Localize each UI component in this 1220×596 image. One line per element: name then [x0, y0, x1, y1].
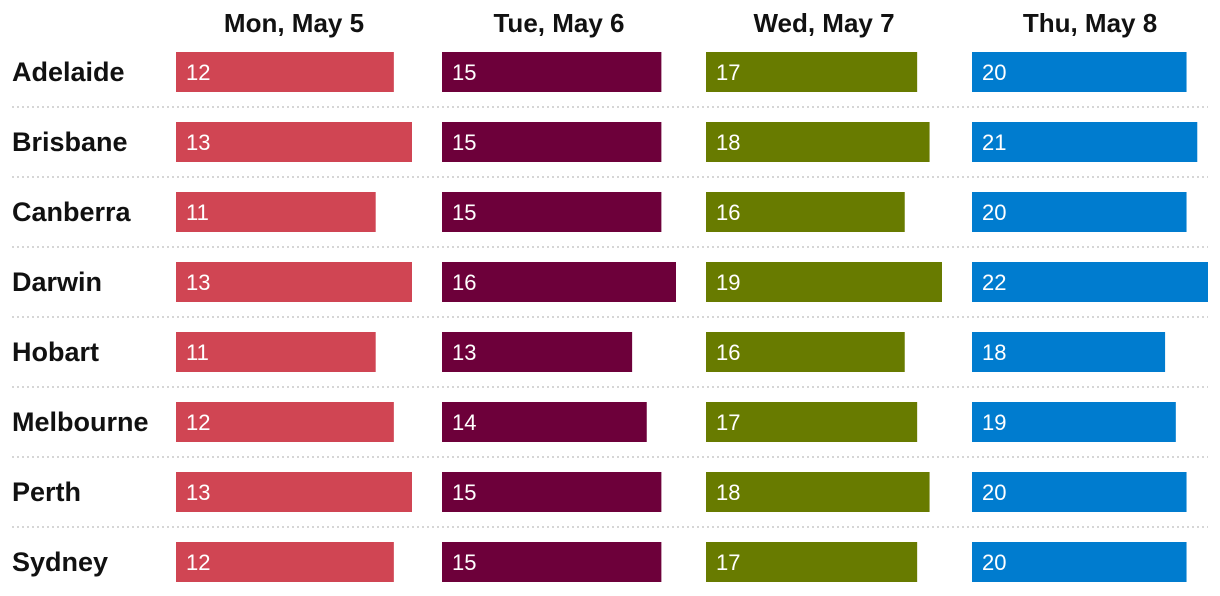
row-dividers: [12, 106, 1208, 528]
value-label-perth-day4: 20: [982, 480, 1006, 505]
bar-perth-day4: [972, 472, 1187, 512]
bar-adelaide-day2: [442, 52, 662, 92]
value-label-melbourne-day4: 19: [982, 410, 1006, 435]
column-header-4: Thu, May 8: [1023, 8, 1157, 38]
bar-melbourne-day4: [972, 402, 1176, 442]
bar-melbourne-day2: [442, 402, 647, 442]
city-label-darwin: Darwin: [12, 267, 102, 297]
value-label-darwin-day3: 19: [716, 270, 740, 295]
value-label-perth-day3: 18: [716, 480, 740, 505]
value-label-melbourne-day3: 17: [716, 410, 740, 435]
bar-melbourne-day1: [176, 402, 394, 442]
value-label-adelaide-day4: 20: [982, 60, 1006, 85]
column-header-1: Mon, May 5: [224, 8, 364, 38]
value-label-darwin-day1: 13: [186, 270, 210, 295]
bar-darwin-day4: [972, 262, 1208, 302]
column-header-3: Wed, May 7: [753, 8, 894, 38]
bar-canberra-day1: [176, 192, 376, 232]
value-label-brisbane-day3: 18: [716, 130, 740, 155]
bar-darwin-day3: [706, 262, 942, 302]
bar-adelaide-day4: [972, 52, 1187, 92]
bar-canberra-day3: [706, 192, 905, 232]
value-label-darwin-day2: 16: [452, 270, 476, 295]
bar-brisbane-day1: [176, 122, 412, 162]
value-label-melbourne-day1: 12: [186, 410, 210, 435]
bar-sydney-day1: [176, 542, 394, 582]
bar-adelaide-day1: [176, 52, 394, 92]
bar-brisbane-day2: [442, 122, 662, 162]
city-label-sydney: Sydney: [12, 547, 108, 577]
value-label-brisbane-day1: 13: [186, 130, 210, 155]
value-label-hobart-day4: 18: [982, 340, 1006, 365]
value-label-darwin-day4: 22: [982, 270, 1006, 295]
city-label-perth: Perth: [12, 477, 81, 507]
bar-perth-day2: [442, 472, 662, 512]
city-label-melbourne: Melbourne: [12, 407, 149, 437]
city-label-canberra: Canberra: [12, 197, 132, 227]
bars: 12 13 11 13 11 12 13 12 15 15 15 16 13 14 15 15 17 18 16 19…: [176, 52, 1208, 582]
value-label-sydney-day4: 20: [982, 550, 1006, 575]
value-label-hobart-day3: 16: [716, 340, 740, 365]
bar-darwin-day2: [442, 262, 676, 302]
column-header-2: Tue, May 6: [493, 8, 624, 38]
value-label-sydney-day3: 17: [716, 550, 740, 575]
bar-canberra-day2: [442, 192, 662, 232]
city-label-adelaide: Adelaide: [12, 57, 125, 87]
value-label-brisbane-day4: 21: [982, 130, 1006, 155]
bar-brisbane-day3: [706, 122, 930, 162]
value-label-canberra-day4: 20: [982, 200, 1006, 225]
bar-melbourne-day3: [706, 402, 918, 442]
value-label-sydney-day2: 15: [452, 550, 476, 575]
bar-adelaide-day3: [706, 52, 918, 92]
value-label-canberra-day2: 15: [452, 200, 476, 225]
value-label-sydney-day1: 12: [186, 550, 210, 575]
bar-perth-day3: [706, 472, 930, 512]
bar-sydney-day3: [706, 542, 918, 582]
bar-perth-day1: [176, 472, 412, 512]
bar-sydney-day2: [442, 542, 662, 582]
value-label-perth-day1: 13: [186, 480, 210, 505]
city-label-hobart: Hobart: [12, 337, 99, 367]
value-label-adelaide-day1: 12: [186, 60, 210, 85]
bar-hobart-day3: [706, 332, 905, 372]
value-label-melbourne-day2: 14: [452, 410, 476, 435]
bar-sydney-day4: [972, 542, 1187, 582]
city-label-brisbane: Brisbane: [12, 127, 128, 157]
bar-hobart-day2: [442, 332, 633, 372]
row-labels: Adelaide Brisbane Canberra Darwin Hobart Melb…: [12, 57, 149, 577]
value-label-adelaide-day3: 17: [716, 60, 740, 85]
value-label-adelaide-day2: 15: [452, 60, 476, 85]
value-label-canberra-day1: 11: [186, 200, 209, 225]
bar-canberra-day4: [972, 192, 1187, 232]
bar-hobart-day4: [972, 332, 1166, 372]
value-label-brisbane-day2: 15: [452, 130, 476, 155]
bar-brisbane-day4: [972, 122, 1198, 162]
value-label-perth-day2: 15: [452, 480, 476, 505]
bar-hobart-day1: [176, 332, 376, 372]
column-headers: Mon, May 5 Tue, May 6 Wed, May 7 Thu, May 8: [224, 8, 1157, 38]
value-label-canberra-day3: 16: [716, 200, 740, 225]
value-label-hobart-day2: 13: [452, 340, 476, 365]
value-label-hobart-day1: 11: [186, 340, 209, 365]
bar-darwin-day1: [176, 262, 412, 302]
